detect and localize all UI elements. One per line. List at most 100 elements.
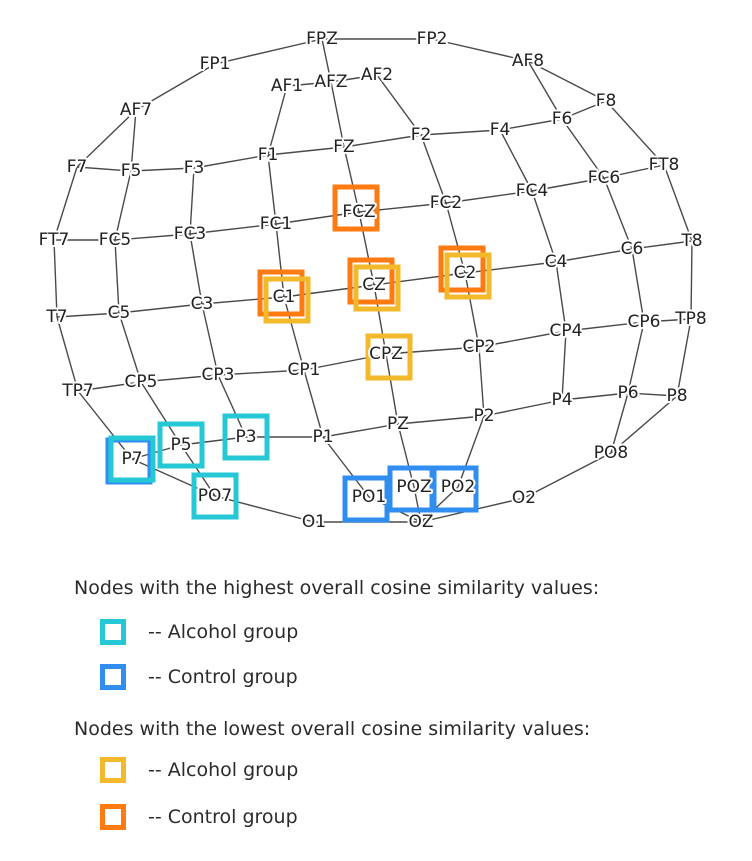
edge-f7-f5 — [76, 166, 132, 172]
node-tp8: TP8 — [674, 309, 706, 329]
node-cp5: CP5 — [125, 372, 158, 392]
edge-c3-c1 — [201, 296, 285, 305]
node-po7: PO7 — [198, 486, 232, 506]
node-fc5: FC5 — [99, 230, 131, 250]
legend-row-control-low: -- Control group — [100, 804, 298, 830]
node-fz: FZ — [333, 137, 354, 157]
edge-po8-o2 — [523, 452, 612, 499]
highlight-control-low-fcz — [332, 184, 380, 232]
edge-p4-p6 — [561, 392, 629, 401]
edge-pz-poz — [397, 423, 415, 488]
node-f2: F2 — [411, 125, 432, 145]
node-fp1: FP1 — [200, 54, 231, 74]
legend-row-alcohol-high: -- Alcohol group — [100, 619, 298, 645]
edge-c6-t8 — [631, 240, 693, 250]
node-t8: T8 — [680, 231, 702, 251]
graph-edges — [53, 38, 693, 523]
edge-p1-po1 — [322, 436, 370, 498]
node-af8: AF8 — [512, 51, 544, 71]
edge-fc3-fc1 — [189, 223, 277, 235]
edge-fpz-afz — [321, 38, 332, 83]
edge-fc1-fcz — [275, 211, 360, 225]
edge-af8-f6 — [527, 60, 563, 120]
node-f1: F1 — [258, 145, 279, 165]
edge-f2-fc2 — [420, 134, 447, 204]
node-fp2: FP2 — [417, 29, 448, 49]
legend-row-alcohol-low: -- Alcohol group — [100, 757, 298, 783]
node-oz: OZ — [408, 512, 433, 532]
edge-t7-c5 — [56, 312, 120, 318]
node-tp7: TP7 — [61, 381, 93, 401]
edge-cp3-p3 — [217, 374, 247, 438]
highlight-alcohol-high-p3 — [222, 413, 270, 461]
node-p3: P3 — [235, 427, 256, 447]
swatch-control-high — [100, 664, 126, 690]
edge-c1-cz — [283, 284, 375, 298]
edge-cz-cpz — [373, 284, 387, 355]
highlight-control-low-c1 — [257, 269, 305, 317]
edge-fp1-fpz — [214, 38, 323, 65]
node-p1: P1 — [312, 427, 333, 447]
edge-f3-fc3 — [189, 167, 195, 235]
legend-row-control-high: -- Control group — [100, 664, 298, 690]
edge-f1-fc1 — [267, 154, 277, 225]
node-po1: PO1 — [352, 487, 386, 507]
edge-cp1-p1 — [303, 369, 324, 438]
edge-cp5-cp3 — [140, 374, 219, 383]
edge-tp7-cp5 — [77, 381, 142, 392]
node-pz: PZ — [387, 414, 409, 434]
node-fcz: FCZ — [342, 202, 375, 222]
node-poz: POZ — [396, 477, 431, 497]
edge-poz-oz — [413, 486, 422, 523]
edge-af2-f2 — [376, 74, 422, 136]
highlight-control-high-po2 — [431, 465, 479, 513]
edge-cz-c2 — [373, 272, 466, 286]
edge-cp6-tp8 — [643, 318, 692, 323]
legend-lowest-heading: Nodes with the lowest overall cosine sim… — [74, 718, 591, 740]
edge-f3-f1 — [193, 154, 269, 169]
edge-cp6-p6 — [627, 321, 645, 394]
edge-f6-fc6 — [561, 118, 605, 179]
edge-cp1-cpz — [303, 353, 387, 371]
edge-c1-cp1 — [283, 296, 305, 371]
edge-f4-f6 — [499, 118, 563, 131]
edge-tp8-p8 — [676, 318, 692, 397]
node-cp1: CP1 — [288, 360, 321, 380]
edge-cpz-pz — [385, 353, 399, 425]
node-p5: P5 — [170, 435, 191, 455]
swatch-alcohol-low — [100, 757, 126, 783]
edge-tp7-p7 — [77, 390, 133, 460]
node-p8: P8 — [666, 386, 687, 406]
highlight-alcohol-high-po7 — [191, 472, 239, 520]
highlight-alcohol-high-p7 — [108, 435, 156, 483]
legend-label-alcohol-high: -- Alcohol group — [148, 621, 299, 643]
edge-cp4-p4 — [561, 330, 567, 401]
edge-fcz-cz — [358, 211, 375, 286]
edge-p5-p3 — [180, 436, 247, 446]
node-cz: CZ — [362, 275, 386, 295]
edge-fc4-c4 — [531, 190, 557, 263]
edge-fz-f2 — [343, 134, 422, 148]
edge-cp2-p2 — [478, 346, 485, 417]
highlight-boxes — [105, 184, 492, 523]
edge-fcz-fc2 — [358, 202, 447, 213]
node-f4: F4 — [490, 120, 511, 140]
edge-f8-ft8 — [605, 100, 665, 166]
edge-fc2-fc4 — [445, 190, 533, 204]
edge-fc6-ft8 — [603, 164, 665, 179]
node-f5: F5 — [121, 161, 142, 181]
edge-fc3-c3 — [189, 233, 203, 305]
node-f7: F7 — [67, 157, 88, 177]
edge-f1-fz — [267, 146, 345, 156]
edge-af7-f7 — [76, 109, 137, 168]
node-fc6: FC6 — [588, 168, 620, 188]
edge-fc6-c6 — [603, 177, 633, 250]
edge-fc5-c5 — [114, 239, 120, 314]
edge-afz-af2 — [330, 74, 378, 83]
edge-f4-fc4 — [499, 129, 533, 192]
edge-p2-po2 — [457, 415, 485, 488]
node-p7: P7 — [121, 449, 142, 469]
electrode-graph: FPZ FP1 FP2 AF7 AF1 AFZ AF2 AF8 F7 F5 F3 F1 FZ F2 F4 F6… — [37, 27, 709, 534]
edge-fc2-c2 — [445, 202, 466, 274]
edge-cp5-p5 — [140, 381, 182, 446]
